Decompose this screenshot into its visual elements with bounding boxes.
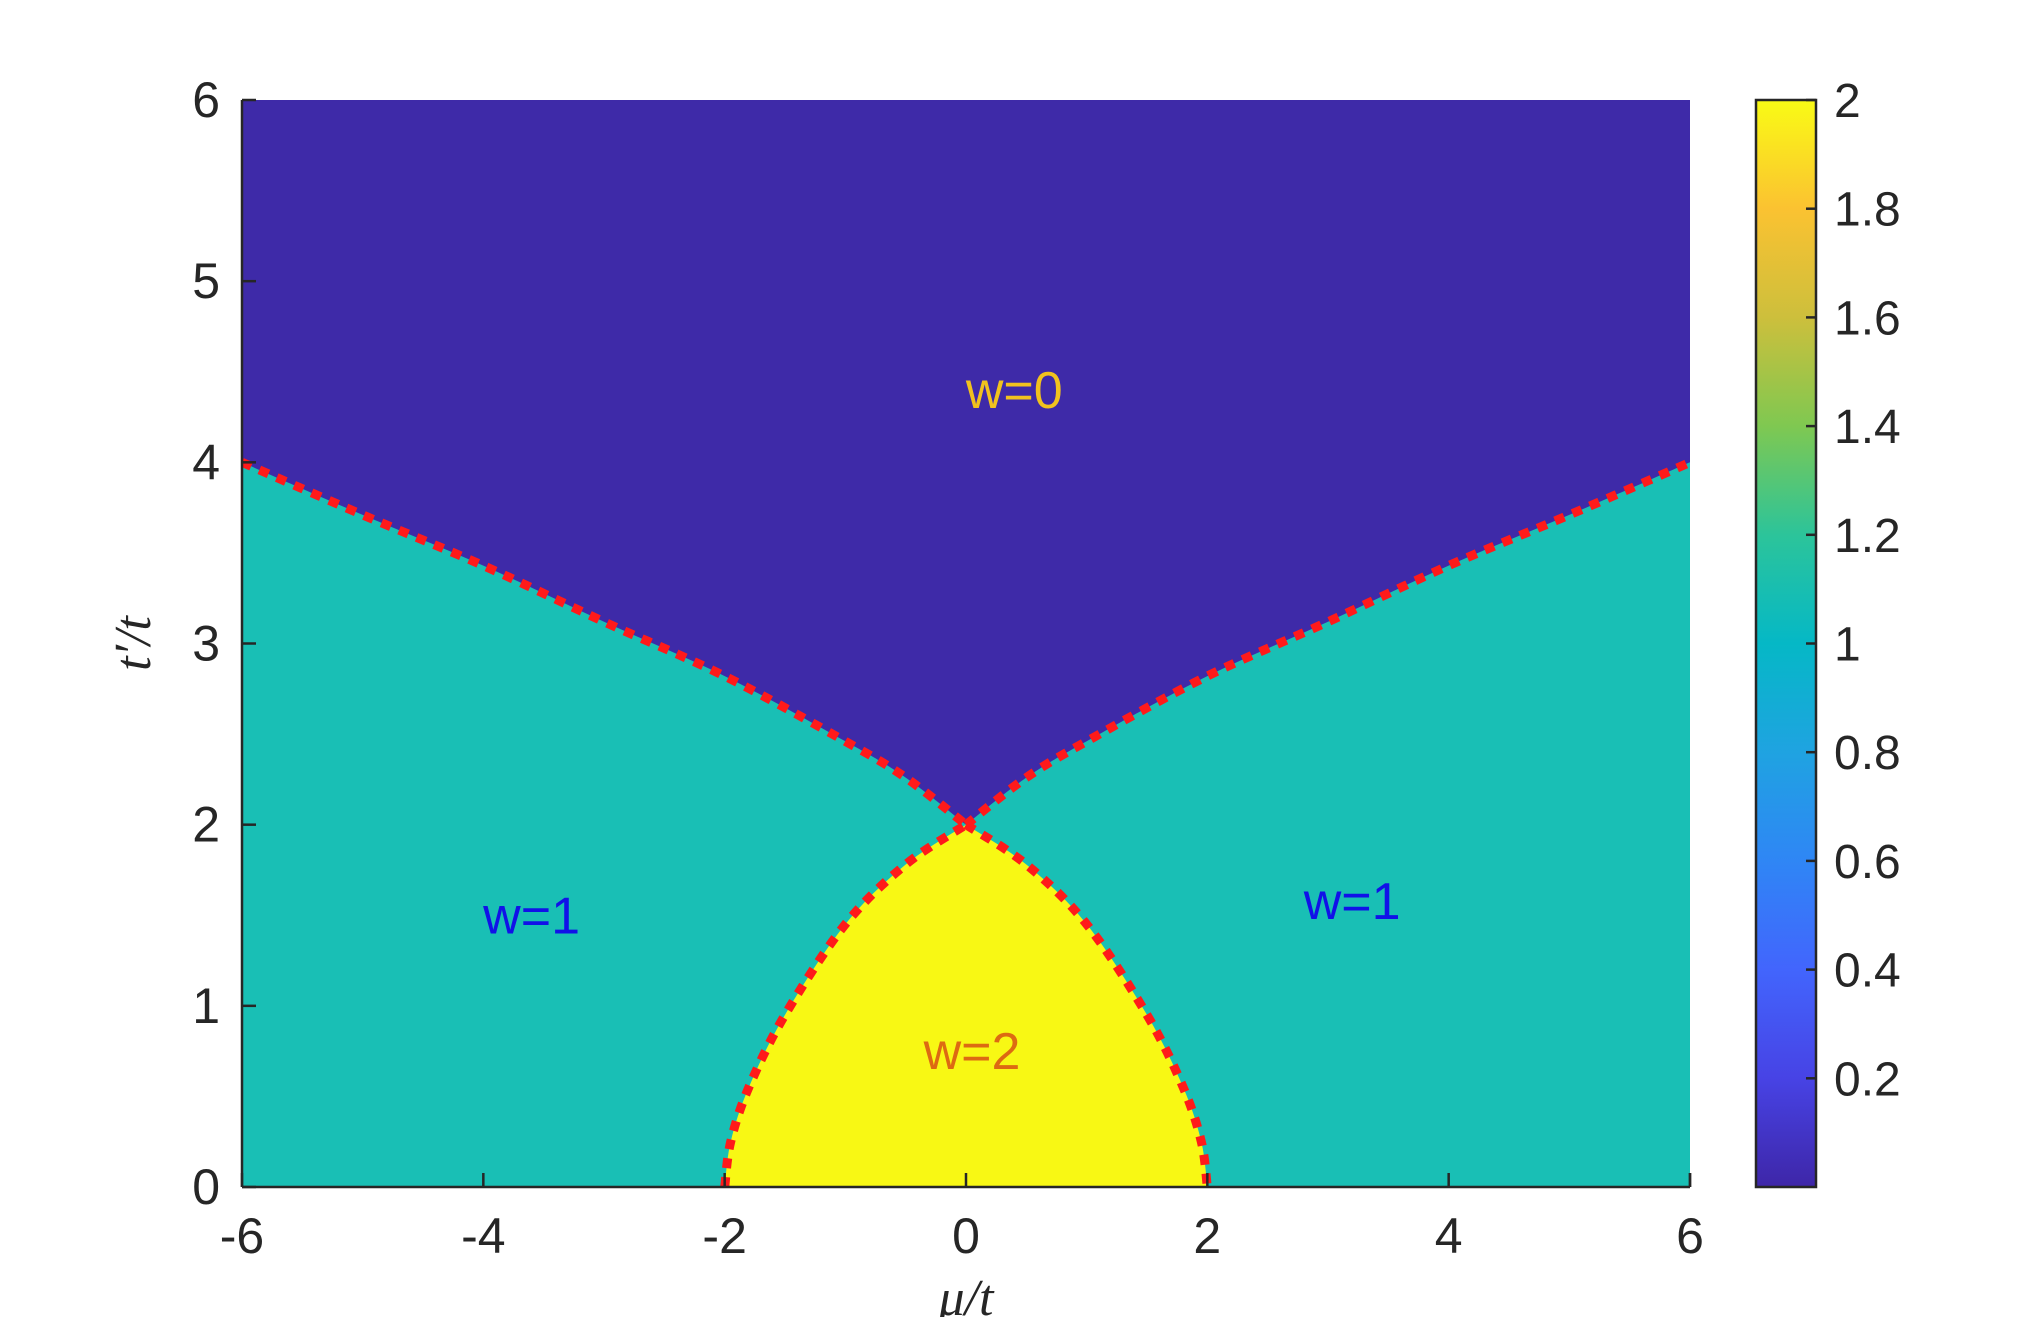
y-axis-ticks: 0 1 2 3 4 5 6 (192, 72, 256, 1215)
x-tick-label: -2 (702, 1208, 746, 1264)
x-axis-ticks: -6 -4 -2 0 2 4 6 (220, 1173, 1704, 1264)
phase-boundaries (242, 458, 1690, 1187)
y-tick-label: 6 (192, 72, 220, 128)
phase-boundary-4 (963, 820, 1212, 1187)
y-tick-label: 1 (192, 978, 220, 1034)
region-label-4: w=2 (923, 1023, 1021, 1081)
region-label-2: w=1 (482, 887, 580, 945)
colorbar-tick-label: 1.2 (1834, 510, 1901, 563)
x-tick-label: 2 (1193, 1208, 1221, 1264)
plot-area (242, 100, 1690, 1187)
colorbar-tick-label: 1.8 (1834, 184, 1901, 237)
colorbar: 0.2 0.4 0.6 0.8 1 1.2 1.4 1.6 1.8 2 (1754, 75, 1901, 1189)
y-tick-label: 5 (192, 253, 220, 309)
colorbar-tick-label: 0.4 (1834, 945, 1901, 998)
x-tick-label: -4 (461, 1208, 505, 1264)
y-tick-label: 4 (192, 434, 220, 490)
y-axis-label: t′/t (105, 615, 162, 671)
region-labels: w=0 w=1 w=1 w=2 (482, 362, 1400, 1081)
x-tick-label: -6 (220, 1208, 264, 1264)
x-tick-label: 0 (952, 1208, 980, 1264)
x-axis-label: μ/t (938, 1270, 996, 1317)
x-tick-label: 6 (1676, 1208, 1704, 1264)
colorbar-tick-label: 1.6 (1834, 292, 1901, 345)
region-w2 (724, 824, 1208, 1187)
colorbar-ticks: 0.2 0.4 0.6 0.8 1 1.2 1.4 1.6 1.8 2 (1806, 75, 1901, 1106)
phase-regions (242, 100, 1690, 1187)
region-label-1: w=0 (965, 362, 1063, 420)
region-label-3: w=1 (1303, 873, 1401, 931)
colorbar-tick-label: 1.4 (1834, 401, 1901, 454)
y-tick-label: 3 (192, 616, 220, 672)
y-tick-label: 0 (192, 1159, 220, 1215)
phase-boundary-3 (720, 820, 969, 1187)
colorbar-tick-label: 0.6 (1834, 836, 1901, 889)
colorbar-tick-label: 2 (1834, 75, 1861, 128)
phase-boundary-2 (963, 458, 1690, 829)
colorbar-tick-label: 1 (1834, 619, 1861, 672)
colorbar-tick-label: 0.8 (1834, 727, 1901, 780)
phase-boundary-1 (242, 458, 969, 829)
region-w0 (242, 100, 1690, 825)
colorbar-tick-label: 0.2 (1834, 1053, 1901, 1106)
x-tick-label: 4 (1435, 1208, 1463, 1264)
y-tick-label: 2 (192, 797, 220, 853)
